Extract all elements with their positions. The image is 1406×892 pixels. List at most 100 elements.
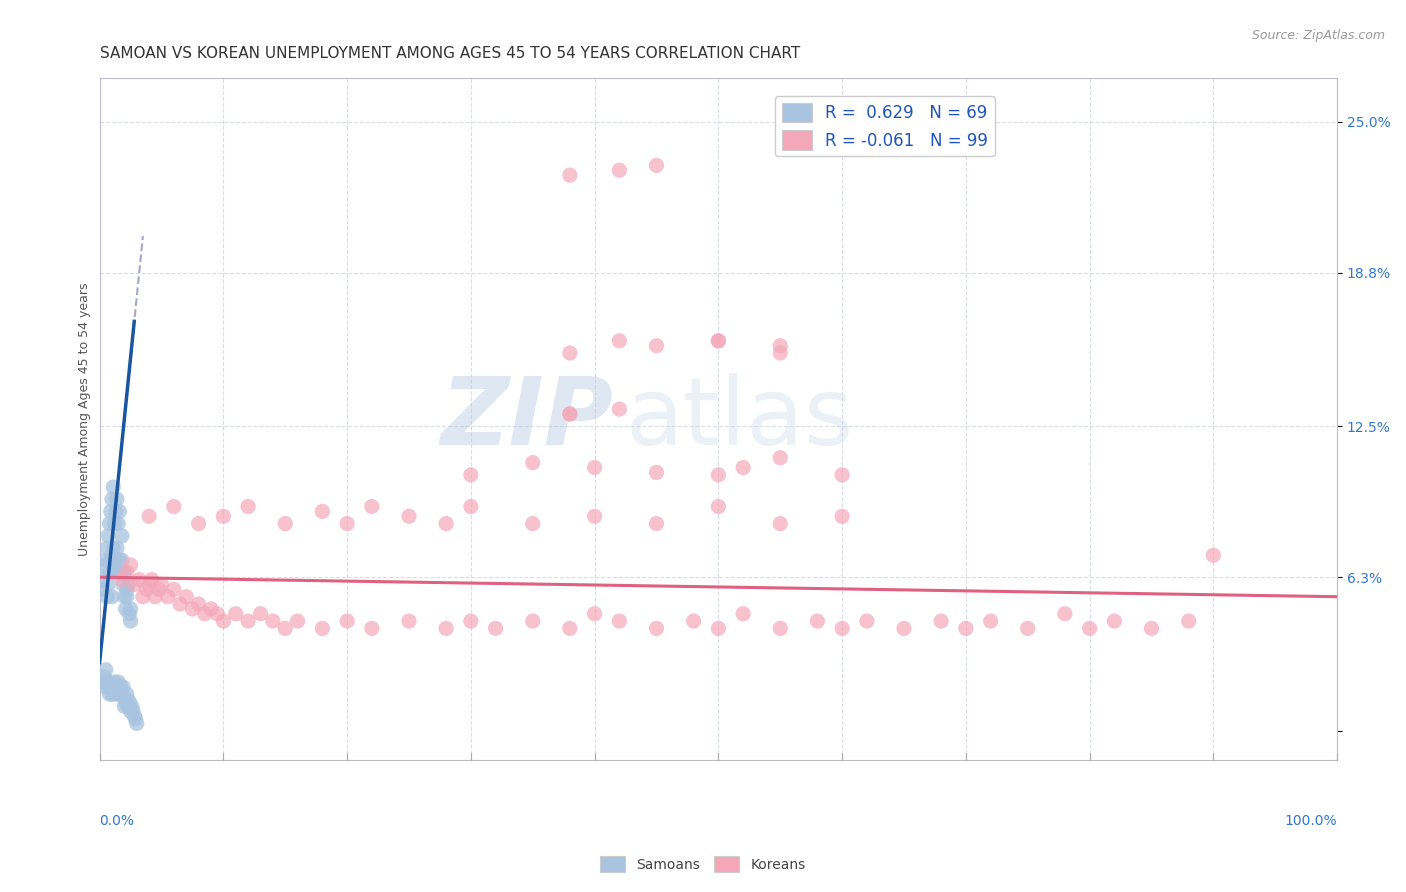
Point: [336, 516, 359, 531]
Point: [558, 407, 581, 421]
Point: [274, 621, 297, 635]
Point: [97, 680, 120, 694]
Point: [94, 663, 117, 677]
Text: SAMOAN VS KOREAN UNEMPLOYMENT AMONG AGES 45 TO 54 YEARS CORRELATION CHART: SAMOAN VS KOREAN UNEMPLOYMENT AMONG AGES…: [100, 46, 800, 62]
Point: [91, 573, 114, 587]
Point: [583, 509, 606, 524]
Point: [103, 516, 125, 531]
Point: [98, 566, 121, 580]
Point: [645, 516, 668, 531]
Point: [114, 694, 136, 708]
Point: [236, 614, 259, 628]
Point: [360, 500, 382, 514]
Point: [103, 541, 125, 555]
Point: [120, 704, 142, 718]
Point: [262, 614, 284, 628]
Point: [143, 590, 166, 604]
Point: [769, 450, 792, 465]
Point: [311, 504, 333, 518]
Point: [100, 504, 122, 518]
Point: [121, 699, 143, 714]
Point: [558, 346, 581, 360]
Point: [105, 492, 128, 507]
Point: [163, 500, 186, 514]
Point: [112, 577, 135, 591]
Point: [856, 614, 879, 628]
Point: [187, 597, 209, 611]
Point: [107, 566, 129, 580]
Point: [101, 549, 124, 563]
Point: [929, 614, 952, 628]
Point: [156, 590, 179, 604]
Point: [194, 607, 217, 621]
Point: [112, 699, 135, 714]
Point: [980, 614, 1002, 628]
Point: [104, 687, 127, 701]
Point: [115, 582, 138, 597]
Point: [120, 614, 142, 628]
Point: [1202, 549, 1225, 563]
Point: [434, 516, 457, 531]
Legend: Samoans, Koreans: Samoans, Koreans: [595, 851, 811, 878]
Point: [125, 716, 148, 731]
Point: [955, 621, 977, 635]
Point: [96, 541, 118, 555]
Point: [311, 621, 333, 635]
Point: [485, 621, 508, 635]
Point: [522, 516, 544, 531]
Point: [336, 614, 359, 628]
Point: [174, 590, 197, 604]
Point: [733, 460, 755, 475]
Point: [609, 334, 631, 348]
Point: [733, 607, 755, 621]
Point: [108, 553, 131, 567]
Point: [274, 516, 297, 531]
Point: [831, 509, 853, 524]
Point: [128, 573, 150, 587]
Point: [105, 541, 128, 555]
Point: [112, 590, 135, 604]
Point: [122, 704, 145, 718]
Point: [806, 614, 828, 628]
Point: [682, 614, 704, 628]
Point: [103, 680, 125, 694]
Point: [98, 687, 121, 701]
Point: [115, 687, 138, 701]
Point: [434, 621, 457, 635]
Point: [118, 607, 141, 621]
Point: [96, 590, 118, 604]
Point: [360, 621, 382, 635]
Point: [97, 529, 120, 543]
Point: [101, 687, 124, 701]
Point: [707, 334, 730, 348]
Point: [107, 516, 129, 531]
Point: [236, 500, 259, 514]
Point: [124, 712, 146, 726]
Point: [212, 509, 235, 524]
Point: [1053, 607, 1076, 621]
Point: [1017, 621, 1039, 635]
Point: [110, 680, 132, 694]
Point: [101, 492, 124, 507]
Point: [187, 516, 209, 531]
Point: [769, 516, 792, 531]
Point: [169, 597, 191, 611]
Point: [893, 621, 915, 635]
Point: [103, 675, 125, 690]
Point: [707, 334, 730, 348]
Point: [111, 687, 134, 701]
Point: [97, 577, 120, 591]
Point: [1078, 621, 1101, 635]
Point: [94, 553, 117, 567]
Point: [117, 577, 139, 591]
Point: [769, 339, 792, 353]
Point: [138, 509, 160, 524]
Text: 100.0%: 100.0%: [1285, 814, 1337, 828]
Point: [135, 582, 157, 597]
Point: [287, 614, 309, 628]
Point: [111, 553, 134, 567]
Point: [101, 590, 124, 604]
Point: [831, 621, 853, 635]
Text: atlas: atlas: [626, 373, 853, 465]
Point: [558, 168, 581, 182]
